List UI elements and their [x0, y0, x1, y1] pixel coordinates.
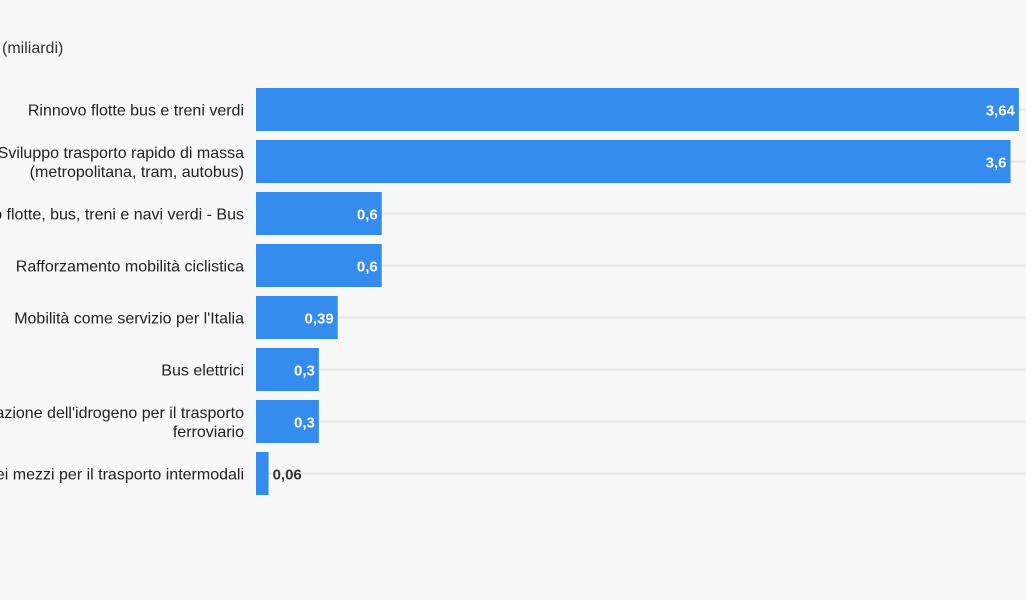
- value-label: 0,6: [357, 207, 378, 224]
- category-label: Rinnovo flotte bus e treni verdi: [28, 103, 244, 120]
- category-labels: Rinnovo flotte bus e treni verdi Sviluppo…: [0, 103, 244, 484]
- category-label: (metropolitana, tram, autobus): [30, 164, 244, 181]
- bars: [256, 88, 1019, 495]
- category-label: Mobilità come servizio per l'Italia: [14, 311, 244, 328]
- value-label: 0,39: [305, 311, 334, 328]
- value-label: 3,64: [986, 103, 1016, 120]
- value-labels: 3,64 3,6 0,6 0,6 0,39 0,3 0,3 0,06: [273, 103, 1016, 484]
- category-label: ei mezzi per il trasporto intermodali: [0, 467, 244, 484]
- unit-label: (miliardi): [2, 40, 63, 57]
- bar: [256, 192, 382, 235]
- bar: [256, 452, 269, 495]
- bar: [256, 348, 319, 391]
- category-label: Bus elettrici: [161, 363, 244, 380]
- category-label: azione dell'idrogeno per il trasporto: [0, 405, 244, 422]
- value-label: 0,3: [294, 415, 315, 432]
- value-label: 0,3: [294, 363, 315, 380]
- bar: [256, 296, 338, 339]
- bar: [256, 400, 319, 443]
- bar: [256, 140, 1011, 183]
- category-label: ferroviario: [173, 424, 244, 441]
- bar: [256, 88, 1019, 131]
- value-label: 3,6: [986, 155, 1007, 172]
- category-label: Sviluppo trasporto rapido di massa: [0, 145, 244, 162]
- value-label: 0,6: [357, 259, 378, 276]
- category-label: o flotte, bus, treni e navi verdi - Bus: [0, 207, 244, 224]
- category-label: Rafforzamento mobilità ciclistica: [16, 259, 244, 276]
- bar: [256, 244, 382, 287]
- value-label: 0,06: [273, 467, 302, 484]
